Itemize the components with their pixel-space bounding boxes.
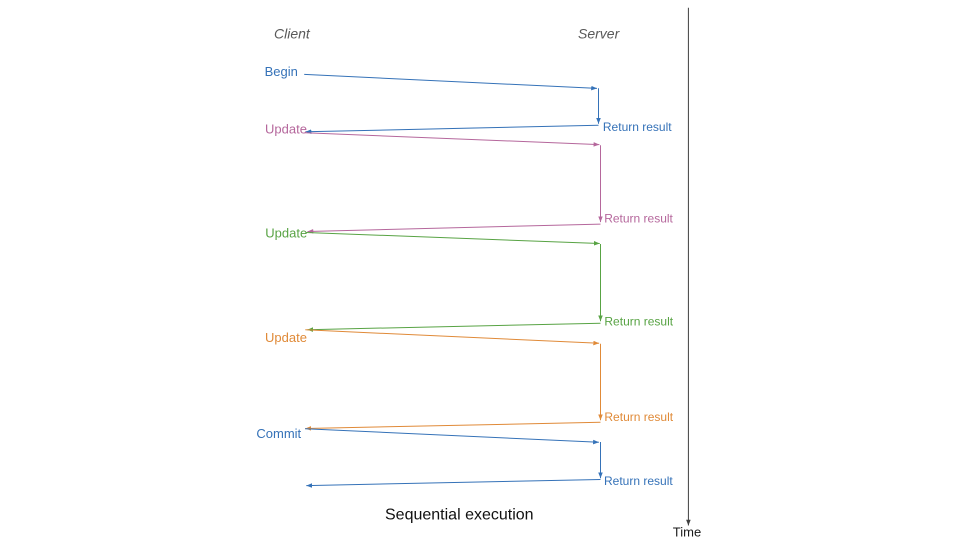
svg-text:Update: Update xyxy=(265,226,307,241)
svg-text:Client: Client xyxy=(274,26,311,42)
svg-text:Commit: Commit xyxy=(256,426,301,441)
svg-text:Return result: Return result xyxy=(604,314,673,328)
svg-text:Update: Update xyxy=(265,330,307,345)
svg-text:Return result: Return result xyxy=(604,212,673,226)
svg-text:Server: Server xyxy=(578,26,621,42)
svg-text:Time: Time xyxy=(673,525,701,540)
svg-text:Return result: Return result xyxy=(604,474,673,488)
svg-text:Return result: Return result xyxy=(604,410,673,424)
svg-text:Begin: Begin xyxy=(265,64,298,79)
svg-text:Return result: Return result xyxy=(603,120,672,134)
svg-text:Sequential execution: Sequential execution xyxy=(385,507,534,524)
svg-text:Update: Update xyxy=(265,122,307,137)
